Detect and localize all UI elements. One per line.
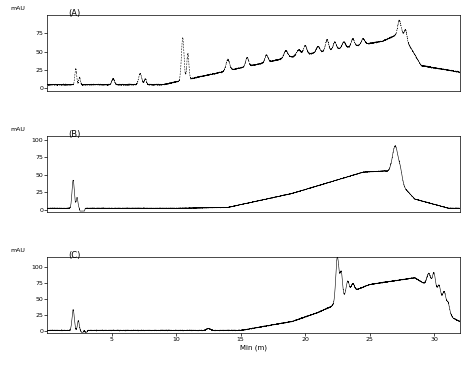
X-axis label: Min (m): Min (m) xyxy=(240,345,267,352)
Text: mAU: mAU xyxy=(10,127,25,132)
Text: (C): (C) xyxy=(68,251,81,260)
Text: (B): (B) xyxy=(68,130,81,139)
Text: mAU: mAU xyxy=(10,248,25,253)
Text: mAU: mAU xyxy=(10,6,25,11)
Text: (A): (A) xyxy=(68,9,80,18)
